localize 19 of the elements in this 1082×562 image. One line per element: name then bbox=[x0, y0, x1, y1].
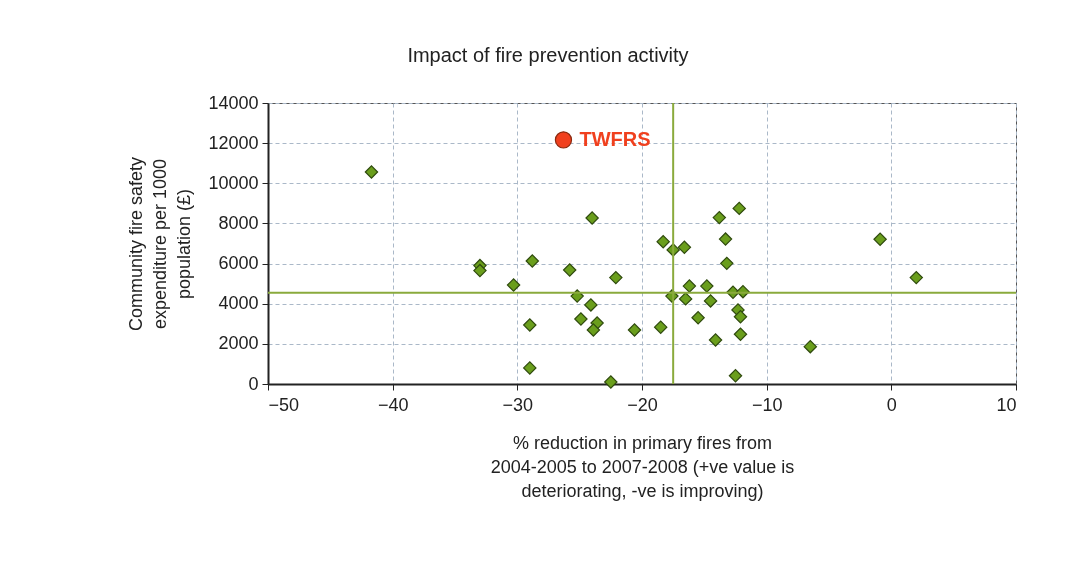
y-tick-label: 4000 bbox=[218, 293, 259, 314]
y-tick-label: 8000 bbox=[218, 212, 259, 233]
series-label: TWFRS bbox=[579, 127, 651, 150]
y-tick-label: 6000 bbox=[218, 253, 259, 274]
x-tick-label: −30 bbox=[502, 394, 534, 415]
x-tick-label: −10 bbox=[751, 394, 783, 415]
y-axis-title: Community fire safety expenditure per 1000 population (£) bbox=[126, 156, 195, 332]
y-tick-label: 14000 bbox=[208, 92, 259, 113]
x-tick-label: 10 bbox=[996, 394, 1017, 415]
x-tick-label: −20 bbox=[627, 394, 658, 415]
x-tick-label: −50 bbox=[268, 394, 300, 415]
x-tick-label: −40 bbox=[377, 394, 409, 415]
y-tick-label: 2000 bbox=[218, 333, 259, 354]
x-axis-title: % reduction in primary fires from 2004-2005 to 2007-2008 (+ve value is deteriorating, -ve is improving) bbox=[490, 432, 795, 501]
chart-title: Impact of fire prevention activity bbox=[407, 44, 689, 66]
x-tick-label: 0 bbox=[886, 394, 897, 415]
y-tick-label: 0 bbox=[248, 373, 259, 394]
y-tick-label: 10000 bbox=[208, 172, 259, 193]
y-tick-label: 12000 bbox=[208, 132, 259, 153]
